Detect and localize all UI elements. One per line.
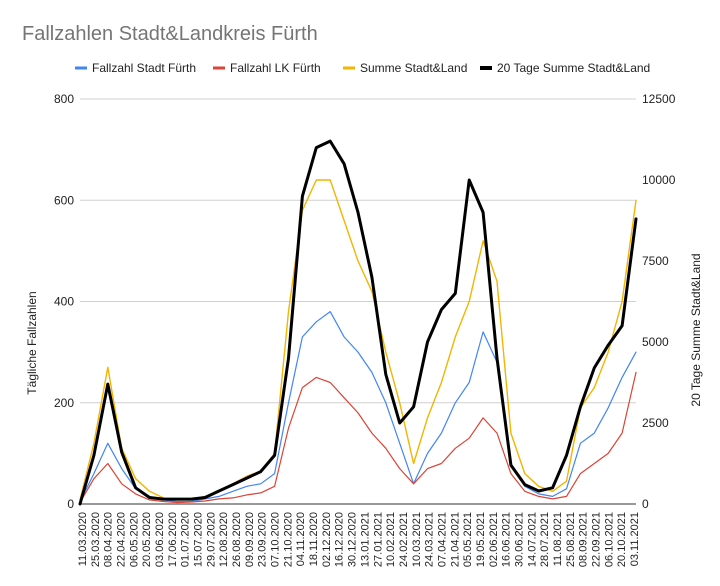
series-lines [78, 139, 638, 506]
x-tick-label: 03.11.2021 [629, 512, 641, 566]
x-tick-label: 10.02.2021 [385, 512, 397, 567]
x-tick-label: 10.03.2021 [411, 512, 423, 567]
x-tick-label: 30.12.2020 [347, 512, 359, 567]
gridlines [80, 98, 636, 505]
x-tick-label: 07.04.2021 [436, 512, 448, 567]
series-line-1 [79, 371, 637, 504]
x-tick-label: 16.12.2020 [334, 512, 346, 567]
x-tick-label: 05.05.2021 [462, 512, 474, 567]
x-tick-label: 29.07.2020 [205, 512, 217, 567]
left-axis-ticks: 0 200 400 600 800 [54, 92, 74, 511]
x-tick-label: 24.03.2021 [424, 512, 436, 567]
right-tick-label: 7500 [642, 254, 669, 268]
right-tick-label: 2500 [642, 416, 669, 430]
x-tick-label: 25.08.2021 [565, 512, 577, 567]
x-tick-label: 22.04.2020 [116, 512, 128, 567]
x-tick-label: 23.09.2020 [257, 512, 269, 567]
x-tick-label: 22.09.2021 [590, 512, 602, 567]
legend-label: Fallzahl LK Fürth [230, 61, 321, 75]
x-tick-label: 30.06.2021 [513, 512, 525, 567]
x-tick-label: 09.09.2020 [244, 512, 256, 567]
legend-label: Fallzahl Stadt Fürth [92, 61, 196, 75]
x-tick-label: 28.07.2021 [539, 512, 551, 567]
x-tick-label: 07.10.2020 [270, 512, 282, 567]
x-tick-label: 01.07.2020 [180, 512, 192, 567]
x-tick-label: 19.05.2021 [475, 512, 487, 567]
left-tick-label: 200 [54, 396, 74, 410]
x-tick-label: 08.09.2021 [578, 512, 590, 567]
left-tick-label: 800 [54, 92, 74, 106]
series-line-3 [78, 139, 638, 506]
x-tick-label: 21.04.2021 [449, 512, 461, 567]
chart-title: Fallzahlen Stadt&Landkreis Fürth [22, 23, 318, 45]
x-tick-label: 02.06.2021 [488, 512, 500, 567]
right-axis-ticks: 0 2500 5000 7500 10000 12500 [642, 92, 676, 511]
x-tick-label: 25.03.2020 [90, 512, 102, 567]
x-tick-label: 14.07.2021 [526, 512, 538, 567]
x-tick-label: 04.11.2020 [295, 512, 307, 566]
x-tick-label: 11.08.2021 [552, 512, 564, 566]
legend-label: Summe Stadt&Land [360, 61, 467, 75]
left-tick-label: 0 [67, 497, 74, 511]
right-tick-label: 10000 [642, 173, 676, 187]
right-tick-label: 0 [642, 497, 649, 511]
x-tick-label: 16.06.2021 [501, 512, 513, 567]
x-tick-label: 21.10.2020 [282, 512, 294, 567]
x-tick-label: 11.03.2020 [77, 512, 89, 566]
x-tick-label: 17.06.2020 [167, 512, 179, 567]
x-tick-label: 24.02.2021 [398, 512, 410, 567]
x-axis-ticks: 11.03.2020 25.03.2020 08.04.2020 22.04.2020… [77, 512, 641, 567]
x-tick-label: 12.08.2020 [218, 512, 230, 567]
x-tick-label: 08.04.2020 [103, 512, 115, 567]
x-tick-label: 18.11.2020 [308, 512, 320, 566]
x-tick-label: 06.05.2020 [128, 512, 140, 567]
series-line-2 [79, 179, 637, 501]
x-tick-label: 06.10.2021 [603, 512, 615, 567]
legend-label: 20 Tage Summe Stadt&Land [497, 61, 650, 75]
left-tick-label: 400 [54, 295, 74, 309]
left-tick-label: 600 [54, 193, 74, 207]
x-tick-label: 27.01.2021 [372, 512, 384, 567]
x-tick-label: 20.05.2020 [141, 512, 153, 567]
series-line-0 [79, 311, 637, 503]
x-tick-label: 03.06.2020 [154, 512, 166, 567]
legend: Fallzahl Stadt Fürth Fallzahl LK Fürth Sum… [75, 61, 650, 75]
right-tick-label: 5000 [642, 335, 669, 349]
right-tick-label: 12500 [642, 92, 676, 106]
left-axis-label: Tägliche Fallzahlen [25, 291, 39, 394]
x-tick-label: 26.08.2020 [231, 512, 243, 567]
x-tick-label: 15.07.2020 [193, 512, 205, 567]
x-tick-label: 20.10.2021 [616, 512, 628, 567]
x-tick-label: 13.01.2021 [359, 512, 371, 567]
x-tick-label: 02.12.2020 [321, 512, 333, 567]
right-axis-label: 20 Tage Summe Stadt&Land [689, 253, 703, 406]
